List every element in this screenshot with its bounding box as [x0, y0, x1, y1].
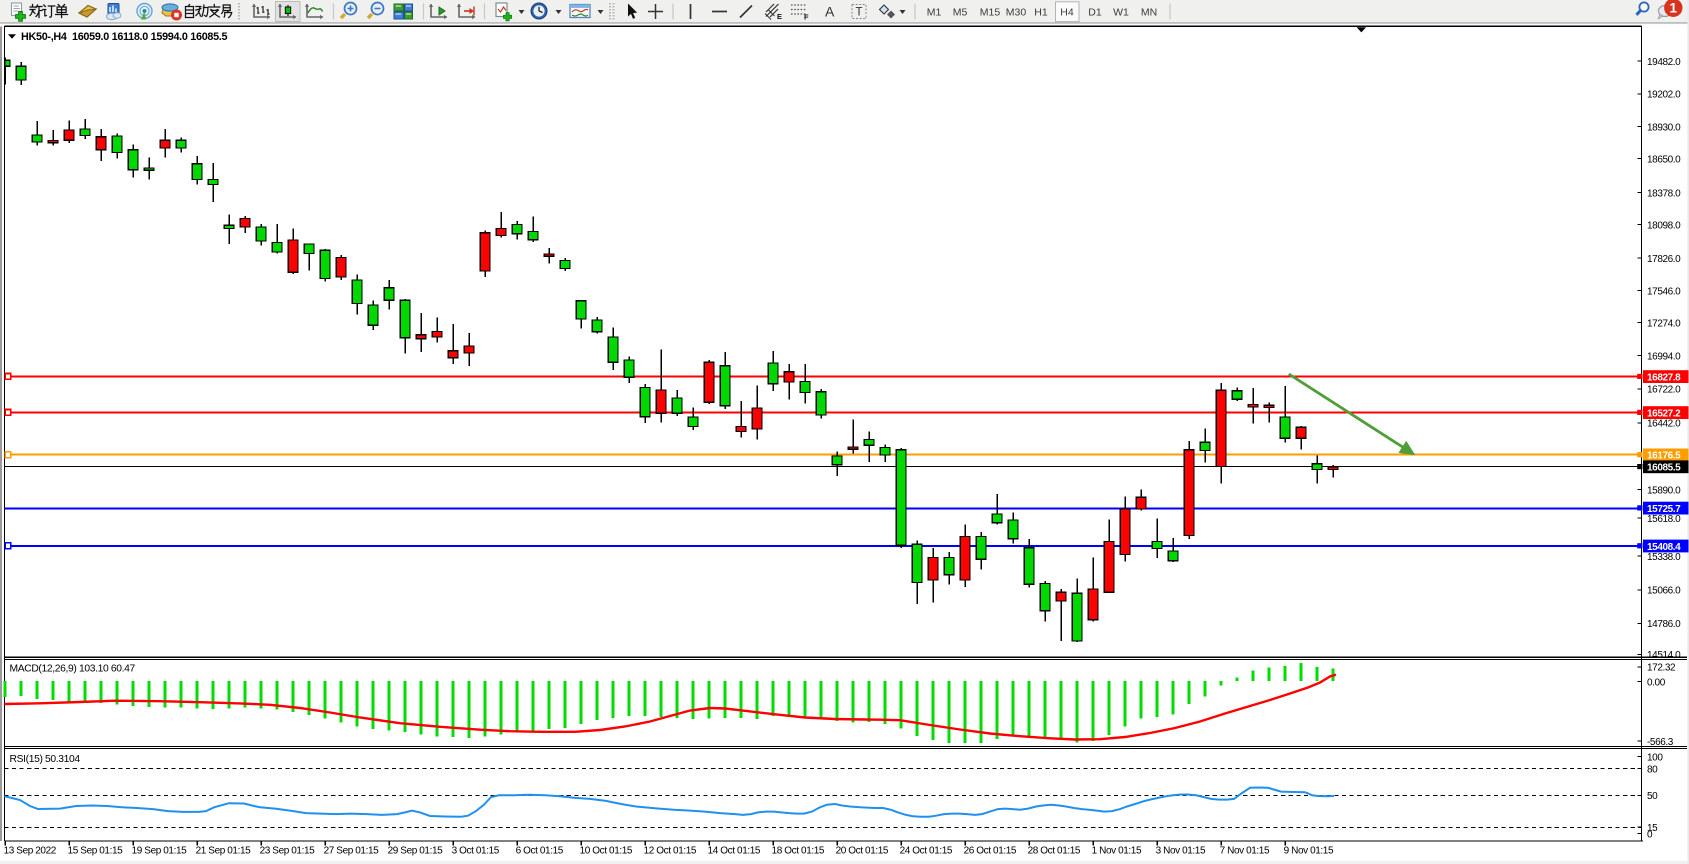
- svg-text:14514.0: 14514.0: [1647, 650, 1681, 661]
- svg-text:6 Oct 01:15: 6 Oct 01:15: [516, 845, 564, 856]
- svg-text:M15: M15: [980, 7, 1001, 19]
- svg-text:17826.0: 17826.0: [1647, 254, 1681, 265]
- svg-text:19 Sep 01:15: 19 Sep 01:15: [132, 845, 188, 856]
- svg-text:15: 15: [1647, 823, 1658, 834]
- svg-text:MN: MN: [1141, 7, 1157, 19]
- svg-text:9 Nov 01:15: 9 Nov 01:15: [1284, 845, 1334, 856]
- svg-text:24 Oct 01:15: 24 Oct 01:15: [900, 845, 953, 856]
- svg-text:29 Sep 01:15: 29 Sep 01:15: [388, 845, 444, 856]
- svg-text:T: T: [856, 7, 863, 19]
- svg-text:15338.0: 15338.0: [1647, 552, 1681, 563]
- svg-text:0: 0: [1647, 829, 1653, 840]
- svg-text:14786.0: 14786.0: [1647, 619, 1681, 630]
- svg-text:16527.2: 16527.2: [1647, 408, 1681, 419]
- svg-text:12 Oct 01:15: 12 Oct 01:15: [644, 845, 697, 856]
- svg-text:H1: H1: [1034, 7, 1048, 19]
- svg-text:172.32: 172.32: [1647, 663, 1676, 674]
- svg-text:3 Oct 01:15: 3 Oct 01:15: [452, 845, 500, 856]
- svg-text:14 Oct 01:15: 14 Oct 01:15: [708, 845, 761, 856]
- svg-text:18930.0: 18930.0: [1647, 123, 1681, 134]
- svg-text:13 Sep 2022: 13 Sep 2022: [4, 845, 57, 856]
- svg-text:E: E: [777, 12, 782, 21]
- svg-text:RSI(15) 50.3104: RSI(15) 50.3104: [10, 754, 81, 765]
- svg-text:W1: W1: [1113, 7, 1129, 19]
- svg-text:16827.8: 16827.8: [1647, 372, 1681, 383]
- svg-text:HK50-,H4 16059.0 16118.0 1599: HK50-,H4 16059.0 16118.0 15994.0 16085.5: [21, 31, 228, 43]
- svg-text:3 Nov 01:15: 3 Nov 01:15: [1156, 845, 1206, 856]
- svg-text:17546.0: 17546.0: [1647, 286, 1681, 297]
- svg-text:1: 1: [1670, 0, 1678, 15]
- svg-text:15618.0: 15618.0: [1647, 514, 1681, 525]
- svg-text:28 Oct 01:15: 28 Oct 01:15: [1028, 845, 1081, 856]
- svg-text:10 Oct 01:15: 10 Oct 01:15: [580, 845, 633, 856]
- svg-text:16442.0: 16442.0: [1647, 419, 1681, 430]
- svg-text:M5: M5: [953, 7, 968, 19]
- svg-text:-566.3: -566.3: [1647, 737, 1674, 748]
- svg-text:MACD(12,26,9) 103.10 60.47: MACD(12,26,9) 103.10 60.47: [10, 664, 136, 675]
- svg-text:23 Sep 01:15: 23 Sep 01:15: [260, 845, 316, 856]
- svg-text:18098.0: 18098.0: [1647, 221, 1681, 232]
- svg-text:M1: M1: [927, 7, 942, 19]
- svg-text:21 Sep 01:15: 21 Sep 01:15: [196, 845, 252, 856]
- svg-text:16085.5: 16085.5: [1647, 463, 1681, 474]
- svg-text:20 Oct 01:15: 20 Oct 01:15: [836, 845, 889, 856]
- svg-text:16176.5: 16176.5: [1647, 451, 1681, 462]
- svg-text:1 Nov 01:15: 1 Nov 01:15: [1092, 845, 1142, 856]
- svg-text:15725.7: 15725.7: [1647, 504, 1681, 515]
- svg-text:15066.0: 15066.0: [1647, 586, 1681, 597]
- svg-text:D1: D1: [1088, 7, 1102, 19]
- svg-text:M30: M30: [1006, 7, 1027, 19]
- svg-text:0.00: 0.00: [1647, 677, 1666, 688]
- svg-text:19202.0: 19202.0: [1647, 90, 1681, 101]
- svg-text:18 Oct 01:15: 18 Oct 01:15: [772, 845, 825, 856]
- svg-text:15 Sep 01:15: 15 Sep 01:15: [68, 845, 124, 856]
- svg-text:A: A: [825, 4, 835, 20]
- svg-text:19482.0: 19482.0: [1647, 57, 1681, 68]
- svg-text:15890.0: 15890.0: [1647, 485, 1681, 496]
- svg-text:H4: H4: [1060, 7, 1074, 19]
- svg-text:26 Oct 01:15: 26 Oct 01:15: [964, 845, 1017, 856]
- svg-text:15408.4: 15408.4: [1647, 542, 1681, 553]
- svg-text:18650.0: 18650.0: [1647, 154, 1681, 165]
- svg-text:7 Nov 01:15: 7 Nov 01:15: [1220, 845, 1270, 856]
- svg-text:100: 100: [1647, 752, 1663, 763]
- svg-text:16994.0: 16994.0: [1647, 352, 1681, 363]
- svg-text:17274.0: 17274.0: [1647, 318, 1681, 329]
- svg-text:16722.0: 16722.0: [1647, 385, 1681, 396]
- svg-text:50: 50: [1647, 791, 1658, 802]
- svg-text:27 Sep 01:15: 27 Sep 01:15: [324, 845, 380, 856]
- svg-text:80: 80: [1647, 764, 1658, 775]
- svg-text:F: F: [804, 13, 809, 22]
- svg-text:18378.0: 18378.0: [1647, 188, 1681, 199]
